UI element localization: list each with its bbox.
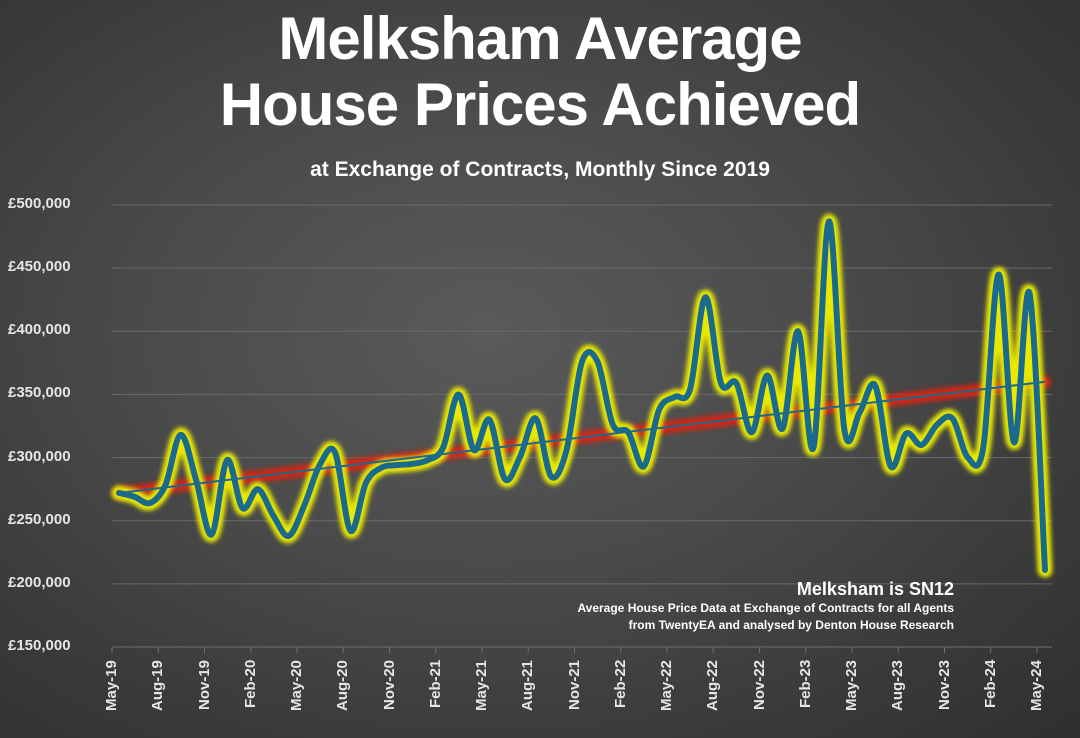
x-tick-label: Aug-22 (704, 660, 722, 711)
x-tick-label: Feb-24 (981, 659, 999, 708)
x-tick-label: Feb-21 (426, 659, 444, 708)
x-tick-label: May-24 (1028, 660, 1045, 711)
y-tick-label: £500,000 (8, 195, 71, 212)
x-tick-label: Nov-19 (195, 659, 213, 710)
chart-title-line-2: House Prices Achieved (219, 71, 861, 138)
annotation-heading: Melksham is SN12 (796, 579, 954, 599)
annotation-line-2: from TwentyEA and analysed by Denton Hou… (628, 618, 954, 632)
trendline (118, 380, 1046, 494)
x-tick-label: Feb-20 (241, 659, 259, 708)
x-tick-label: Nov-23 (935, 659, 953, 710)
x-tick-label: Aug-19 (149, 660, 167, 711)
y-tick-label: £350,000 (8, 384, 71, 402)
y-tick-label: £150,000 (8, 637, 71, 654)
source-annotation: Melksham is SN12 Average House Price Dat… (577, 578, 954, 634)
x-tick-label: May-23 (843, 660, 860, 711)
x-tick-label: May-22 (658, 660, 675, 711)
chart-title-line-1: Melksham Average (278, 5, 802, 72)
y-tick-label: £250,000 (8, 510, 71, 528)
x-tick-label: May-20 (288, 660, 305, 711)
annotation-line-1: Average House Price Data at Exchange of … (577, 601, 954, 615)
y-tick-label: £450,000 (8, 258, 71, 276)
x-tick-label: Aug-21 (519, 660, 537, 711)
x-tick-label: Nov-21 (565, 659, 583, 710)
series-line-average-house-price (116, 218, 1048, 573)
x-tick-label: Feb-23 (796, 659, 814, 708)
x-tick-label: Nov-22 (750, 659, 768, 710)
chart-subtitle: at Exchange of Contracts, Monthly Since … (310, 158, 770, 181)
y-tick-label: £400,000 (8, 321, 71, 339)
x-tick-label: May-21 (473, 660, 490, 711)
y-tick-label: £300,000 (8, 447, 71, 465)
x-tick-label: Aug-23 (889, 660, 907, 711)
x-tick-label: May-19 (103, 660, 120, 711)
y-tick-label: £200,000 (8, 573, 71, 591)
x-tick-label: Nov-20 (380, 659, 398, 710)
x-tick-label: Feb-22 (611, 659, 629, 708)
x-tick-label: Aug-20 (334, 660, 352, 711)
